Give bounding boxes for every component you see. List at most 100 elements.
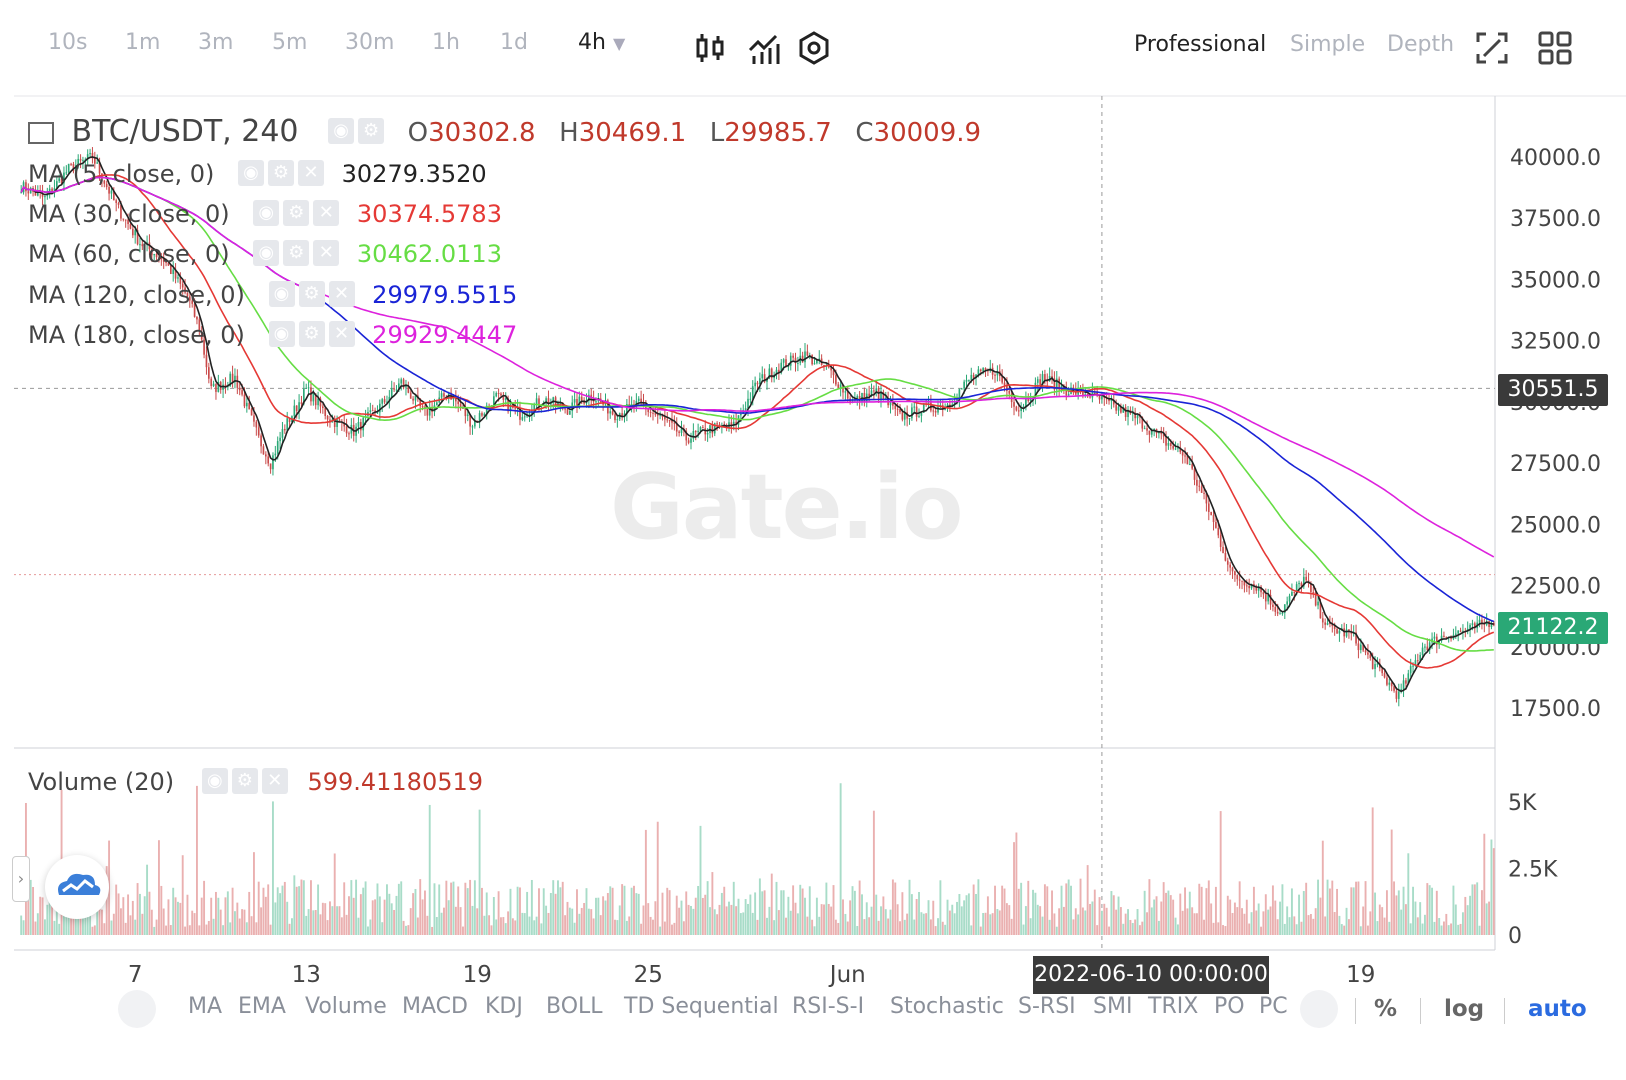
candle-body	[1205, 493, 1208, 504]
candle-body	[36, 191, 39, 196]
interval-10s[interactable]: 10s	[48, 30, 88, 55]
candle-body	[823, 365, 825, 367]
indicator-ma[interactable]: MA	[188, 994, 223, 1019]
volume-bar	[1077, 914, 1080, 935]
indicator-stochastic[interactable]: Stochastic	[890, 994, 1004, 1019]
indicator-volume[interactable]: Volume	[305, 994, 387, 1019]
volume-bar	[1450, 923, 1453, 935]
volume-bar	[231, 887, 234, 935]
candle-body	[870, 390, 873, 397]
candle-body	[1305, 576, 1308, 581]
candle-body	[573, 398, 576, 403]
volume-bar	[1222, 925, 1224, 935]
volume-bar	[1131, 923, 1134, 935]
candle-body	[93, 158, 96, 164]
indicator-ema[interactable]: EMA	[238, 994, 286, 1019]
log-toggle[interactable]: log	[1444, 996, 1485, 1022]
interval-30m[interactable]: 30m	[345, 30, 395, 55]
candle-body	[737, 415, 740, 425]
settings-hex-icon[interactable]	[796, 30, 832, 66]
candle-body	[405, 385, 407, 388]
indicator-po[interactable]: PO	[1214, 994, 1245, 1019]
close-icon[interactable]: ✕	[313, 240, 340, 266]
mode-professional[interactable]: Professional	[1134, 32, 1267, 57]
crosshair-date-tag: 2022-06-10 00:00:00	[1033, 956, 1269, 994]
volume-bar	[811, 919, 814, 935]
volume-bar	[1103, 903, 1106, 935]
indicator-rsi-s-i[interactable]: RSI-S-I	[792, 994, 865, 1019]
candle-body	[481, 413, 483, 416]
close-icon[interactable]: ✕	[298, 160, 324, 186]
indicator-s-rsi[interactable]: S-RSI	[1018, 994, 1076, 1019]
indicator-trix[interactable]: TRIX	[1148, 994, 1199, 1019]
interval-1h[interactable]: 1h	[432, 30, 460, 55]
volume-bar	[91, 926, 94, 935]
collapse-icon[interactable]	[28, 121, 54, 144]
volume-bar	[148, 891, 151, 935]
interval-5m[interactable]: 5m	[272, 30, 308, 55]
eye-icon[interactable]: ◉	[253, 240, 280, 266]
volume-bar	[970, 925, 973, 935]
eye-icon[interactable]: ◉	[328, 117, 355, 144]
volume-bar	[469, 879, 472, 935]
fullscreen-icon[interactable]	[1474, 30, 1510, 66]
volume-bar	[312, 910, 315, 935]
eye-icon[interactable]: ◉	[201, 768, 228, 794]
gear-icon[interactable]: ⚙	[358, 117, 385, 144]
candle-body	[1338, 630, 1341, 634]
candle-body	[1412, 665, 1414, 667]
close-icon[interactable]: ✕	[261, 768, 288, 794]
mode-simple[interactable]: Simple	[1290, 32, 1366, 57]
drawing-tools-button[interactable]	[45, 855, 109, 919]
indicator-kdj[interactable]: KDJ	[485, 994, 523, 1019]
auto-toggle[interactable]: auto	[1528, 996, 1587, 1022]
close-icon[interactable]: ✕	[328, 321, 355, 347]
interval-4h[interactable]: 4h ▼	[578, 30, 626, 55]
volume-bar	[1229, 899, 1232, 935]
eye-icon[interactable]: ◉	[268, 321, 295, 347]
volume-bar	[414, 888, 417, 935]
candle-body	[1055, 378, 1058, 390]
eye-icon[interactable]: ◉	[268, 281, 295, 307]
interval-1d[interactable]: 1d	[500, 30, 528, 55]
volume-bar	[865, 902, 868, 935]
ma-value: 30279.3520	[341, 160, 487, 188]
gear-icon[interactable]: ⚙	[231, 768, 258, 794]
indicator-td-sequential[interactable]: TD Sequential	[624, 994, 779, 1019]
gear-icon[interactable]: ⚙	[283, 200, 310, 226]
scroll-left-button[interactable]	[118, 990, 156, 1028]
interval-3m[interactable]: 3m	[198, 30, 234, 55]
interval-1m[interactable]: 1m	[125, 30, 161, 55]
gear-icon[interactable]: ⚙	[298, 321, 325, 347]
volume-bar	[756, 919, 759, 935]
eye-icon[interactable]: ◉	[253, 200, 280, 226]
gear-icon[interactable]: ⚙	[283, 240, 310, 266]
volume-bar	[1302, 891, 1305, 935]
volume-bar	[808, 886, 811, 935]
indicator-chart-icon[interactable]	[746, 30, 782, 66]
candle-body	[248, 402, 251, 410]
layout-grid-icon[interactable]	[1537, 30, 1573, 66]
gear-icon[interactable]: ⚙	[298, 281, 325, 307]
eye-icon[interactable]: ◉	[238, 160, 264, 186]
close-icon[interactable]: ✕	[313, 200, 340, 226]
indicator-macd[interactable]: MACD	[402, 994, 468, 1019]
candlestick-icon[interactable]	[692, 30, 728, 66]
indicator-pc[interactable]: PC	[1259, 994, 1288, 1019]
close-icon[interactable]: ✕	[328, 281, 355, 307]
mode-depth[interactable]: Depth	[1387, 32, 1455, 57]
gear-icon[interactable]: ⚙	[268, 160, 294, 186]
indicator-smi[interactable]: SMI	[1093, 994, 1133, 1019]
volume-bar	[932, 900, 935, 935]
candle-body	[1376, 663, 1379, 665]
percent-toggle[interactable]: %	[1374, 996, 1398, 1022]
volume-bar	[649, 916, 652, 935]
volume-bar	[1015, 832, 1018, 935]
scroll-right-button[interactable]	[1300, 990, 1338, 1028]
indicator-boll[interactable]: BOLL	[546, 994, 603, 1019]
chevron-right-icon[interactable]: ›	[12, 856, 30, 902]
candle-body	[34, 191, 37, 196]
candle-body	[238, 387, 241, 391]
candle-body	[139, 244, 141, 246]
